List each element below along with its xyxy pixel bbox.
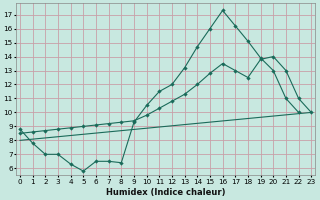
- X-axis label: Humidex (Indice chaleur): Humidex (Indice chaleur): [106, 188, 225, 197]
